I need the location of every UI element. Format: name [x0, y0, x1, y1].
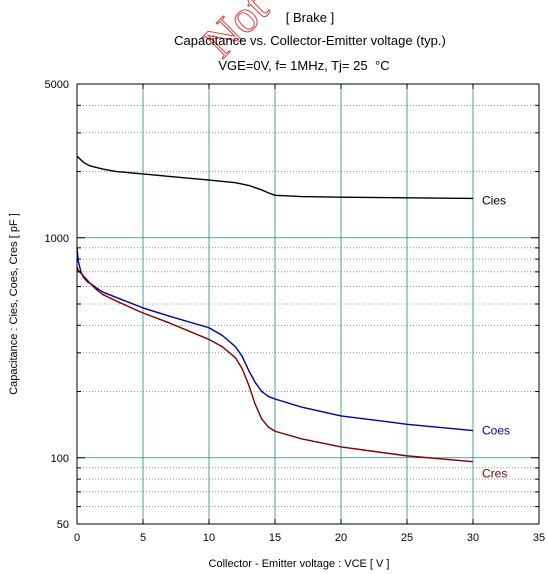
- series-line-coes: [76, 247, 474, 432]
- x-tick-label: 25: [401, 532, 413, 544]
- grid-lines: [77, 84, 539, 524]
- y-axis-label: Capacitance : Cies, Coes, Cres [ pF ]: [8, 213, 20, 395]
- x-tick-label: 10: [203, 532, 215, 544]
- series-line-cres: [76, 266, 474, 463]
- axis-ticks: 0 5 10 15 20 25 30 35 50 100 1000 5000: [45, 79, 546, 544]
- chart-subtitle: VGE=0V, f= 1MHz, Tj= 25: [218, 58, 367, 73]
- chart-title: Capacitance vs. Collector-Emitter voltag…: [174, 33, 446, 48]
- series-line-cies: [76, 155, 474, 200]
- x-tick-label: 30: [467, 532, 479, 544]
- series-label-coes: Coes: [482, 424, 510, 438]
- x-tick-label: 20: [335, 532, 347, 544]
- x-tick-label: 15: [269, 532, 281, 544]
- y-tick-label: 5000: [45, 79, 69, 91]
- y-tick-label: 50: [57, 519, 69, 531]
- chart-title-bracket: [ Brake ]: [286, 10, 334, 25]
- series-label-cres: Cres: [482, 467, 507, 481]
- x-tick-label: 5: [140, 532, 146, 544]
- y-tick-label: 100: [51, 453, 69, 465]
- series-layer: Cies Coes Cres: [76, 155, 510, 481]
- chart-subtitle-unit: °C: [375, 58, 390, 73]
- x-axis-label: Collector - Emitter voltage : VCE [ V ]: [209, 558, 390, 570]
- series-label-cies: Cies: [482, 193, 506, 207]
- y-tick-label: 1000: [45, 233, 69, 245]
- x-tick-label: 35: [533, 532, 545, 544]
- x-tick-label: 0: [74, 532, 80, 544]
